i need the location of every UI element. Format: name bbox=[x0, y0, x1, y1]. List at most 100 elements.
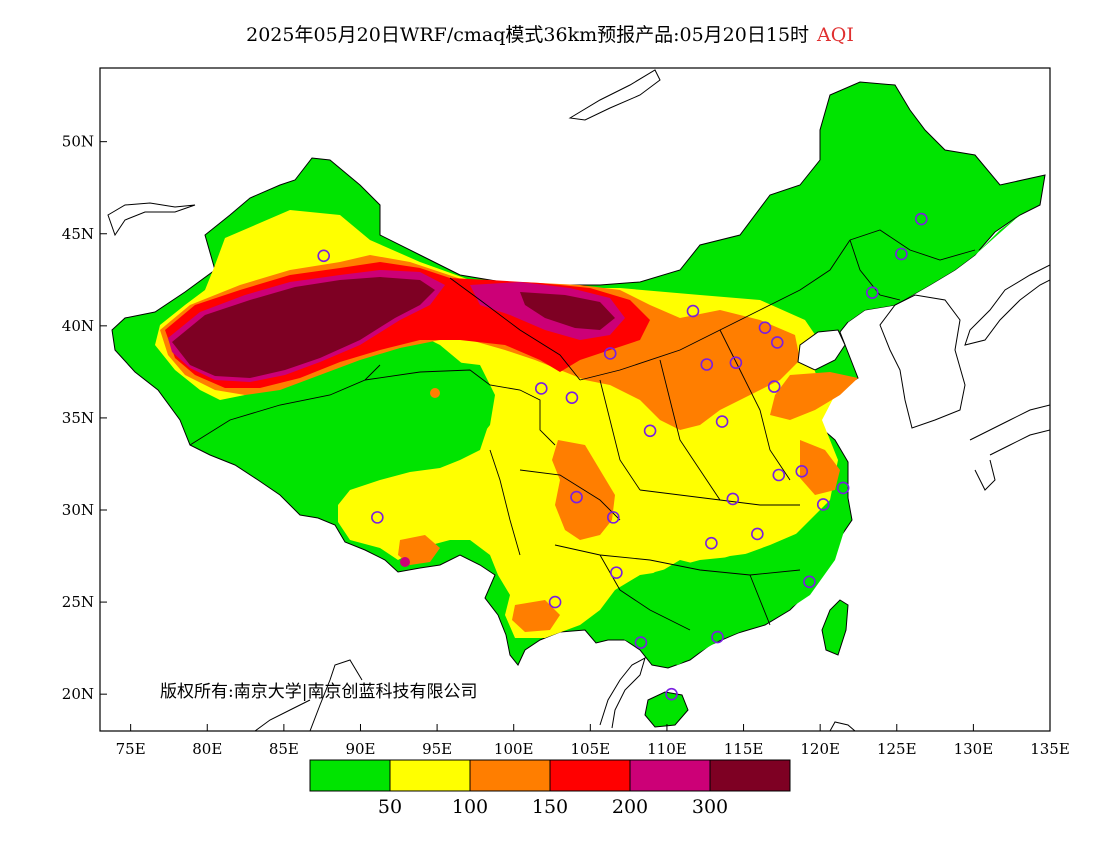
balkhash-outline bbox=[107, 202, 196, 237]
station-marker bbox=[914, 212, 928, 226]
lat-label: 50N bbox=[62, 133, 94, 151]
boundary-shaanxi bbox=[599, 379, 641, 491]
station-marker bbox=[565, 391, 579, 404]
aqi-zone-sensitive-shandong bbox=[770, 372, 858, 420]
station-marker bbox=[767, 380, 781, 393]
station-marker bbox=[726, 492, 740, 506]
legend-label: 200 bbox=[612, 796, 648, 818]
boundary-tibet-sichuan bbox=[489, 449, 521, 556]
philippines-outline bbox=[829, 721, 856, 731]
station-marker bbox=[610, 566, 623, 579]
station-marker bbox=[772, 468, 786, 482]
boundary-east bbox=[639, 489, 800, 506]
legend-swatch bbox=[309, 759, 391, 792]
station-marker bbox=[371, 511, 384, 524]
lat-label: 45N bbox=[62, 225, 94, 243]
aqi-hotspot-tibet bbox=[400, 557, 410, 567]
boundary-south bbox=[554, 544, 801, 576]
lon-label: 115E bbox=[724, 740, 764, 758]
lat-label: 35N bbox=[62, 409, 94, 427]
copyright-text: 版权所有:南京大学|南京创蓝科技有限公司 bbox=[160, 682, 477, 702]
boundary-sichuan-chongqing bbox=[519, 469, 621, 521]
lon-label: 130E bbox=[954, 740, 994, 758]
lat-label: 30N bbox=[62, 501, 94, 519]
station-marker bbox=[548, 595, 562, 609]
legend-label: 150 bbox=[532, 796, 568, 818]
station-marker bbox=[700, 358, 714, 371]
station-marker bbox=[715, 415, 729, 428]
lon-label: 135E bbox=[1030, 740, 1070, 758]
boundary-qinghai bbox=[364, 369, 556, 446]
station-marker bbox=[836, 481, 850, 495]
aqi-zone-sensitive-jiangsu bbox=[800, 440, 840, 495]
boundary-northeast-1 bbox=[849, 229, 976, 261]
lon-label: 95E bbox=[422, 740, 452, 758]
boundary-northeast-2 bbox=[849, 239, 901, 301]
station-marker bbox=[603, 347, 617, 360]
station-marker bbox=[570, 490, 583, 504]
legend-label: 100 bbox=[452, 796, 488, 818]
aqi-zone-good-east bbox=[598, 522, 845, 665]
lon-label: 120E bbox=[800, 740, 840, 758]
lon-label: 75E bbox=[116, 740, 146, 758]
boundary-guangdong-fujian bbox=[749, 574, 771, 626]
station-marker bbox=[729, 356, 743, 369]
station-marker bbox=[795, 465, 809, 478]
lat-label: 40N bbox=[62, 317, 94, 335]
boundary-central-2 bbox=[719, 329, 791, 481]
lon-label: 90E bbox=[345, 740, 375, 758]
japan-south-outline bbox=[969, 404, 1050, 491]
lon-label: 80E bbox=[192, 740, 222, 758]
myanmar-outline bbox=[309, 659, 363, 731]
lon-label: 105E bbox=[571, 740, 611, 758]
station-marker bbox=[865, 286, 879, 299]
station-marker bbox=[317, 249, 331, 263]
taiwan-island bbox=[821, 599, 849, 656]
longitude-axis: 75E 80E 85E 90E 95E 100E 105E 110E 115E 120E 125E 1… bbox=[116, 724, 1070, 758]
aqi-zone-sensitive-yunnan bbox=[512, 600, 560, 632]
station-marker bbox=[751, 527, 764, 541]
station-marker bbox=[643, 424, 657, 438]
legend-swatch bbox=[629, 759, 711, 792]
title-variable: AQI bbox=[817, 24, 854, 46]
lon-label: 110E bbox=[647, 740, 687, 758]
aqi-zone-sensitive-tibet-south bbox=[398, 535, 440, 565]
legend-swatch bbox=[709, 759, 791, 792]
aqi-zone-good-tibet bbox=[190, 362, 495, 490]
neighbor-coastlines bbox=[107, 69, 1050, 731]
legend-swatch bbox=[389, 759, 471, 792]
station-marker bbox=[816, 498, 830, 511]
indochina-coastline bbox=[599, 656, 646, 729]
boundary-xinjiang-tibet bbox=[189, 364, 381, 446]
india-border-outline bbox=[254, 699, 311, 731]
station-marker bbox=[803, 575, 816, 589]
station-marker bbox=[686, 304, 700, 318]
title-main: 2025年05月20日WRF/cmaq模式36km预报产品:05月20日15时 bbox=[246, 24, 810, 46]
station-marker bbox=[534, 382, 548, 395]
legend-label: 50 bbox=[378, 796, 402, 818]
map-title: 2025年05月20日WRF/cmaq模式36km预报产品:05月20日15时 A… bbox=[0, 20, 1100, 47]
lat-label: 25N bbox=[62, 593, 94, 611]
station-marker bbox=[895, 247, 908, 261]
lon-label: 100E bbox=[494, 740, 534, 758]
boundary-central-1 bbox=[659, 359, 721, 501]
hainan-island bbox=[644, 691, 689, 728]
boundary-inner-mongolia bbox=[579, 239, 851, 381]
latitude-axis: 50N 45N 40N 35N 30N 25N 20N bbox=[62, 133, 107, 703]
aqi-zone-hazardous bbox=[172, 277, 615, 378]
lon-label: 125E bbox=[877, 740, 917, 758]
province-boundaries bbox=[189, 229, 976, 631]
korea-outline bbox=[879, 294, 966, 429]
legend-swatch bbox=[469, 759, 551, 792]
japan-outline bbox=[964, 264, 1050, 346]
station-marker bbox=[607, 511, 620, 524]
aqi-zone-good-northeast bbox=[815, 215, 1020, 322]
bohai-sea bbox=[797, 329, 846, 371]
lat-label: 20N bbox=[62, 685, 94, 703]
lake-baikal-outline bbox=[568, 69, 661, 121]
legend-swatch bbox=[549, 759, 631, 792]
plot-frame bbox=[99, 67, 1051, 732]
station-marker bbox=[770, 336, 784, 349]
lon-label: 85E bbox=[269, 740, 299, 758]
